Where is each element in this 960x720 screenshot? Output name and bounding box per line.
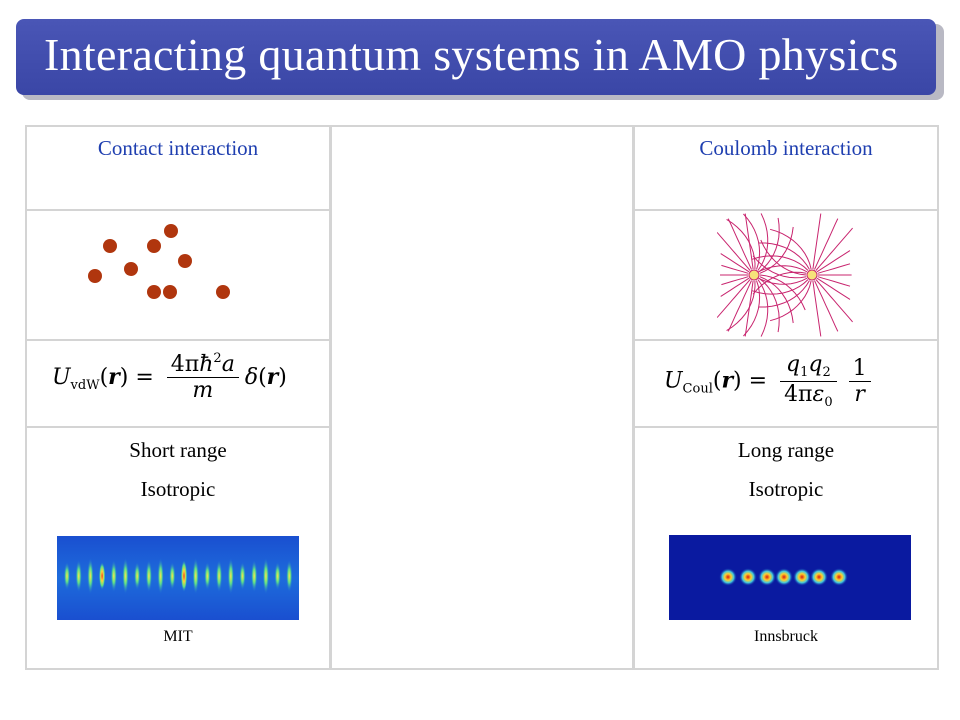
condensate-array-image-icon (57, 536, 299, 620)
condensate-stripe (180, 560, 188, 592)
field-line (816, 250, 851, 273)
field-line (815, 279, 853, 323)
field-line (759, 274, 806, 311)
trapped-ion (739, 568, 757, 586)
condensate-stripe (204, 562, 211, 590)
trapped-ion (810, 568, 828, 586)
field-line (726, 218, 756, 270)
contact-image-credit: MIT (163, 628, 193, 645)
trapped-ion (719, 568, 737, 586)
field-line (743, 280, 761, 337)
coulomb-potential-formula: UCoul(r) = q1q2 4πε0 1 r (664, 352, 877, 411)
field-line (743, 213, 761, 270)
field-line (752, 255, 807, 279)
condensate-stripe (98, 562, 106, 590)
field-line (726, 280, 756, 332)
row-line-3-right (632, 426, 939, 428)
slide-title: Interacting quantum systems in AMO physi… (44, 29, 899, 80)
condensate-stripe (169, 562, 176, 590)
coulomb-interaction-header: Coulomb interaction (699, 136, 873, 160)
condensate-stripe (274, 562, 281, 590)
condensate-stripe (75, 560, 82, 592)
row-line-2-right (632, 339, 939, 341)
field-line (758, 242, 810, 270)
field-line (717, 232, 751, 271)
condensate-stripe (251, 560, 258, 592)
condensate-stripe (110, 560, 117, 592)
coulomb-image-credit: Innsbruck (754, 628, 818, 645)
contact-property-range: Short range (129, 438, 227, 462)
coulomb-property-range: Long range (737, 438, 835, 462)
field-line (760, 239, 807, 276)
row-line-1-right (632, 209, 939, 211)
vdw-potential-formula: UvdW(r) = 4πħ2a m δ(r) (52, 351, 287, 404)
condensate-stripe (192, 558, 199, 594)
coulomb-property-isotropy: Isotropic (748, 477, 824, 501)
table-border-top (25, 125, 939, 127)
trapped-ion (793, 568, 811, 586)
field-line (758, 277, 780, 333)
field-line (749, 265, 808, 278)
title-bar (16, 19, 936, 95)
field-line (749, 272, 808, 285)
condensate-stripe (227, 558, 234, 594)
condensate-stripe (215, 560, 223, 592)
row-line-2-left (25, 339, 331, 341)
condensate-stripe (63, 562, 71, 590)
field-line (757, 279, 769, 337)
table-divider-1 (329, 125, 332, 670)
field-line (751, 279, 809, 295)
field-line (717, 279, 751, 318)
field-line (814, 218, 839, 270)
field-line (727, 218, 752, 270)
condensate-stripe (134, 562, 141, 590)
trapped-ion (758, 568, 776, 586)
condensate-stripe (239, 562, 246, 590)
field-line (721, 264, 749, 274)
table-border-bottom (25, 668, 939, 670)
field-line (758, 217, 780, 273)
field-line (720, 277, 750, 297)
row-line-1-left (25, 209, 331, 211)
table-border-left (25, 125, 27, 670)
field-line (744, 280, 754, 337)
atom-cloud-diagram-icon (88, 224, 230, 299)
field-line (816, 277, 851, 300)
ion-crystal-image-icon (669, 535, 911, 620)
field-line (751, 255, 809, 271)
contact-property-isotropy: Isotropic (140, 477, 216, 501)
condensate-stripe (262, 558, 270, 594)
row-line-3-left (25, 426, 331, 428)
field-line (721, 276, 749, 286)
field-line (758, 280, 810, 308)
condensate-stripe (157, 558, 164, 594)
dipole-field-lines-diagram-icon (717, 213, 853, 337)
table-divider-2 (632, 125, 635, 670)
condensate-stripe (87, 558, 94, 594)
table-border-right (937, 125, 939, 670)
field-line (817, 276, 851, 287)
condensate-stripe (286, 560, 293, 592)
field-line (812, 213, 822, 270)
field-line (769, 280, 812, 322)
field-line (769, 228, 812, 270)
contact-interaction-header: Contact interaction (97, 136, 259, 160)
field-line (814, 280, 839, 332)
trapped-ion (775, 568, 793, 586)
field-line (752, 271, 807, 295)
condensate-stripe (145, 560, 153, 592)
field-line (720, 253, 750, 273)
field-line (812, 280, 822, 337)
field-line (817, 263, 851, 274)
field-line (757, 213, 769, 271)
condensate-stripe (122, 558, 129, 594)
field-line (727, 280, 752, 332)
trapped-ion (830, 568, 848, 586)
field-line (815, 227, 853, 271)
